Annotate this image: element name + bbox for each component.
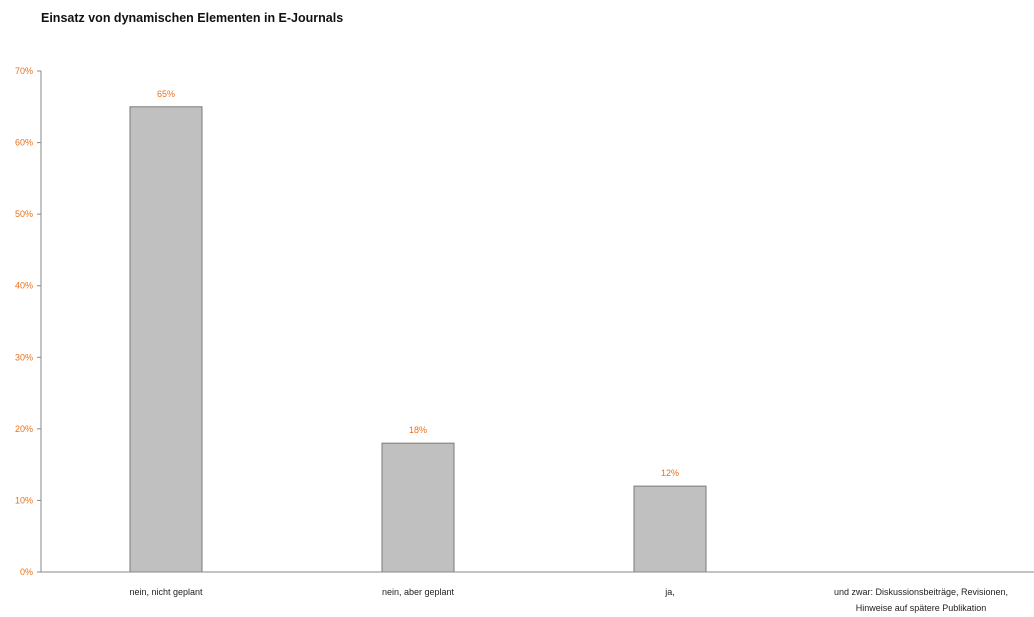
category-labels: nein, nicht geplant nein, aber geplant ja,… [129, 587, 1008, 613]
value-labels: 65% 18% 12% [157, 89, 679, 478]
y-axis-ticks: 0% 10% 20% 30% 40% 50% 60% 70% [15, 66, 41, 577]
bar-value-label: 18% [409, 425, 427, 435]
x-category-label: und zwar: Diskussionsbeiträge, Revisione… [834, 587, 1008, 597]
x-category-label: nein, aber geplant [382, 587, 455, 597]
bar-value-label: 12% [661, 468, 679, 478]
bars [129, 106, 707, 573]
y-tick-label: 50% [15, 209, 33, 219]
x-category-label: Hinweise auf spätere Publikation [856, 603, 987, 613]
x-category-label: ja, [664, 587, 675, 597]
y-tick-label: 60% [15, 138, 33, 148]
bar-value-label: 65% [157, 89, 175, 99]
chart-title: Einsatz von dynamischen Elementen in E-J… [41, 11, 344, 25]
y-tick-label: 20% [15, 424, 33, 434]
x-category-label: nein, nicht geplant [129, 587, 203, 597]
bar [129, 106, 203, 573]
bar [633, 485, 707, 573]
bar [381, 442, 455, 573]
y-tick-label: 30% [15, 352, 33, 362]
y-tick-label: 0% [20, 567, 33, 577]
y-tick-label: 40% [15, 281, 33, 291]
y-tick-label: 70% [15, 66, 33, 76]
y-tick-label: 10% [15, 495, 33, 505]
